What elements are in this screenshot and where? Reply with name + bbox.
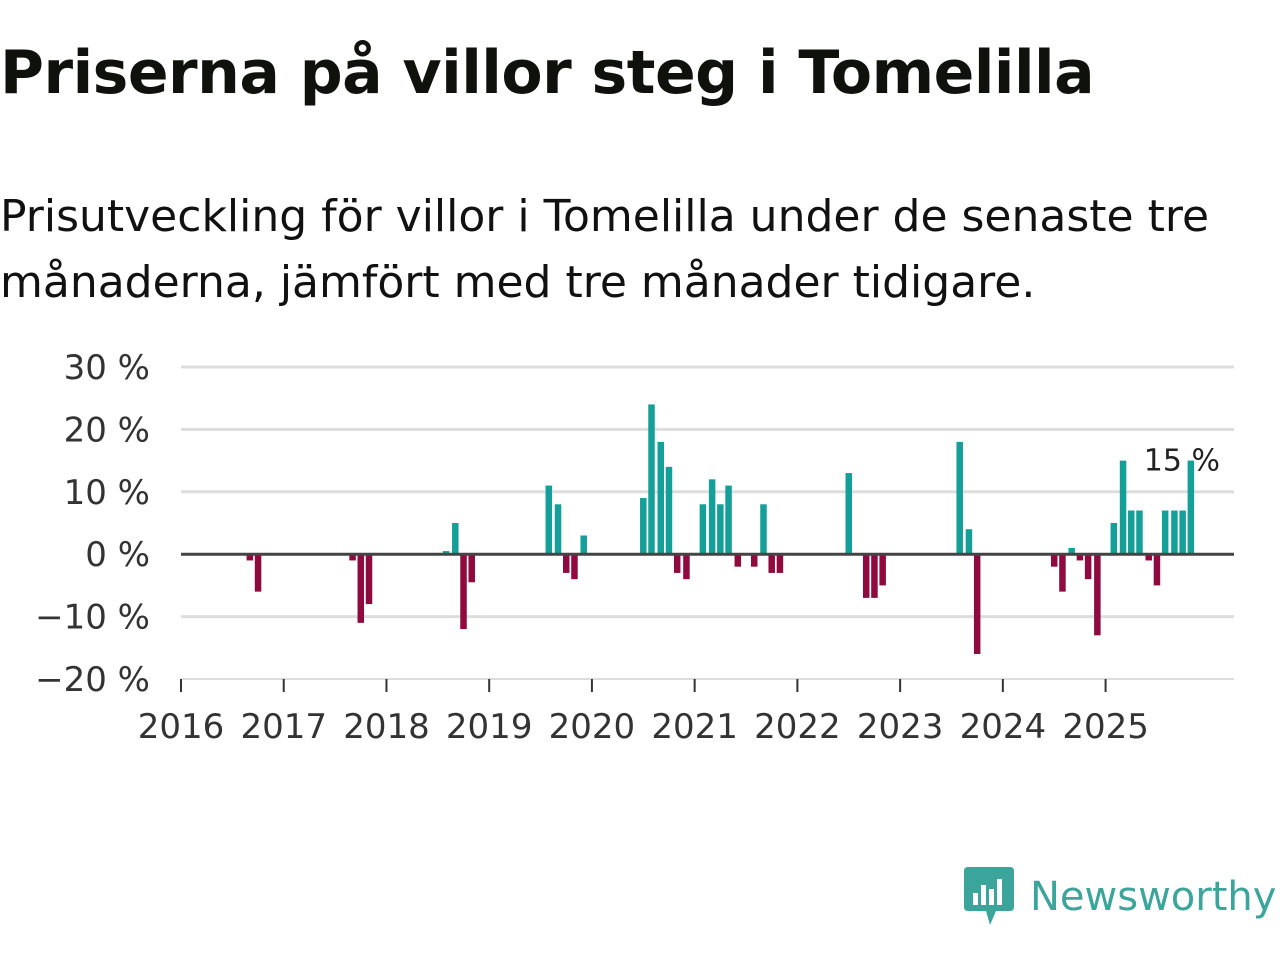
bar: [580, 535, 587, 555]
x-tick-label: 2016: [138, 707, 225, 747]
bar: [640, 498, 647, 555]
bar: [956, 441, 963, 555]
bar: [965, 529, 973, 555]
bars: [246, 404, 1195, 655]
bar: [1171, 510, 1178, 555]
bar: [1084, 554, 1092, 580]
bar: [708, 479, 716, 555]
bar: [554, 504, 562, 555]
bar: [699, 504, 707, 555]
newsworthy-logo: Newsworthy: [964, 866, 1276, 928]
x-tick-label: 2023: [857, 707, 944, 747]
y-axis-labels: 30 % 20 % 10 % 0 % −10 % −20 %: [35, 348, 150, 700]
bar: [562, 554, 570, 573]
bar: [357, 554, 365, 623]
bar: [750, 554, 758, 567]
bar: [1145, 554, 1152, 561]
y-tick-label: 0 %: [85, 535, 150, 575]
bar: [1161, 510, 1169, 555]
chart-title: Priserna på villor steg i Tomelilla: [0, 38, 1095, 108]
bar: [871, 554, 878, 598]
bar: [683, 554, 690, 580]
bar: [973, 554, 981, 655]
y-tick-label: 30 %: [64, 348, 150, 388]
bar: [460, 554, 467, 630]
bar: [442, 551, 450, 555]
newsworthy-logo-icon: [964, 867, 1014, 925]
bar: [349, 554, 356, 561]
bar: [1068, 547, 1075, 555]
gridlines: [181, 365, 1234, 619]
bar: [734, 554, 742, 567]
annotations: 15 %: [1144, 444, 1220, 479]
bar: [862, 554, 870, 598]
bar: [1050, 554, 1058, 567]
y-tick-label: 20 %: [64, 410, 150, 450]
last-value-label: 15 %: [1144, 444, 1220, 479]
x-tick-label: 2018: [343, 707, 430, 747]
bar: [545, 485, 553, 555]
x-tick-label: 2019: [446, 707, 533, 747]
bar: [657, 441, 665, 555]
bar: [1136, 510, 1143, 555]
bar: [673, 554, 681, 573]
bar: [1128, 510, 1135, 555]
y-tick-label: 10 %: [64, 473, 150, 513]
bar: [468, 554, 475, 583]
bar: [246, 554, 254, 561]
bar: [665, 466, 673, 555]
y-tick-label: −20 %: [35, 660, 150, 700]
x-axis-labels: 2016 2017 2018 2019 2020 2021 2022 2023 2024 2025: [138, 707, 1149, 747]
bar: [1059, 554, 1066, 592]
bar: [717, 504, 724, 555]
bar: [648, 404, 655, 555]
bar: [845, 473, 853, 555]
bar: [760, 504, 767, 555]
bar: [254, 554, 262, 592]
bar: [365, 554, 373, 605]
bar: [776, 554, 784, 573]
bar: [725, 485, 732, 555]
axes: [180, 552, 1234, 692]
x-tick-label: 2020: [549, 707, 636, 747]
x-tick-label: 2025: [1062, 707, 1149, 747]
x-tick-label: 2017: [240, 707, 327, 747]
bar-chart: 30 %20 %10 %0 %−10 %−20 % 2016 2017 2018 20…: [35, 348, 1234, 747]
bar: [1076, 554, 1084, 561]
x-tick-label: 2022: [754, 707, 841, 747]
bar: [1119, 460, 1127, 555]
bar: [571, 554, 578, 580]
bar: [1110, 523, 1118, 555]
x-tick-label: 2021: [651, 707, 738, 747]
bar: [1094, 554, 1101, 636]
bar: [1187, 460, 1195, 555]
bar: [1179, 510, 1186, 555]
bar: [452, 523, 459, 555]
bar: [1153, 554, 1161, 586]
brand-name: Newsworthy: [1030, 874, 1277, 920]
bar: [768, 554, 775, 573]
chart-subtitle: Prisutveckling för villor i Tomelilla un…: [0, 191, 1210, 308]
y-tick-label: −10 %: [35, 598, 150, 638]
x-tick-label: 2024: [960, 707, 1047, 747]
bar: [879, 554, 886, 586]
